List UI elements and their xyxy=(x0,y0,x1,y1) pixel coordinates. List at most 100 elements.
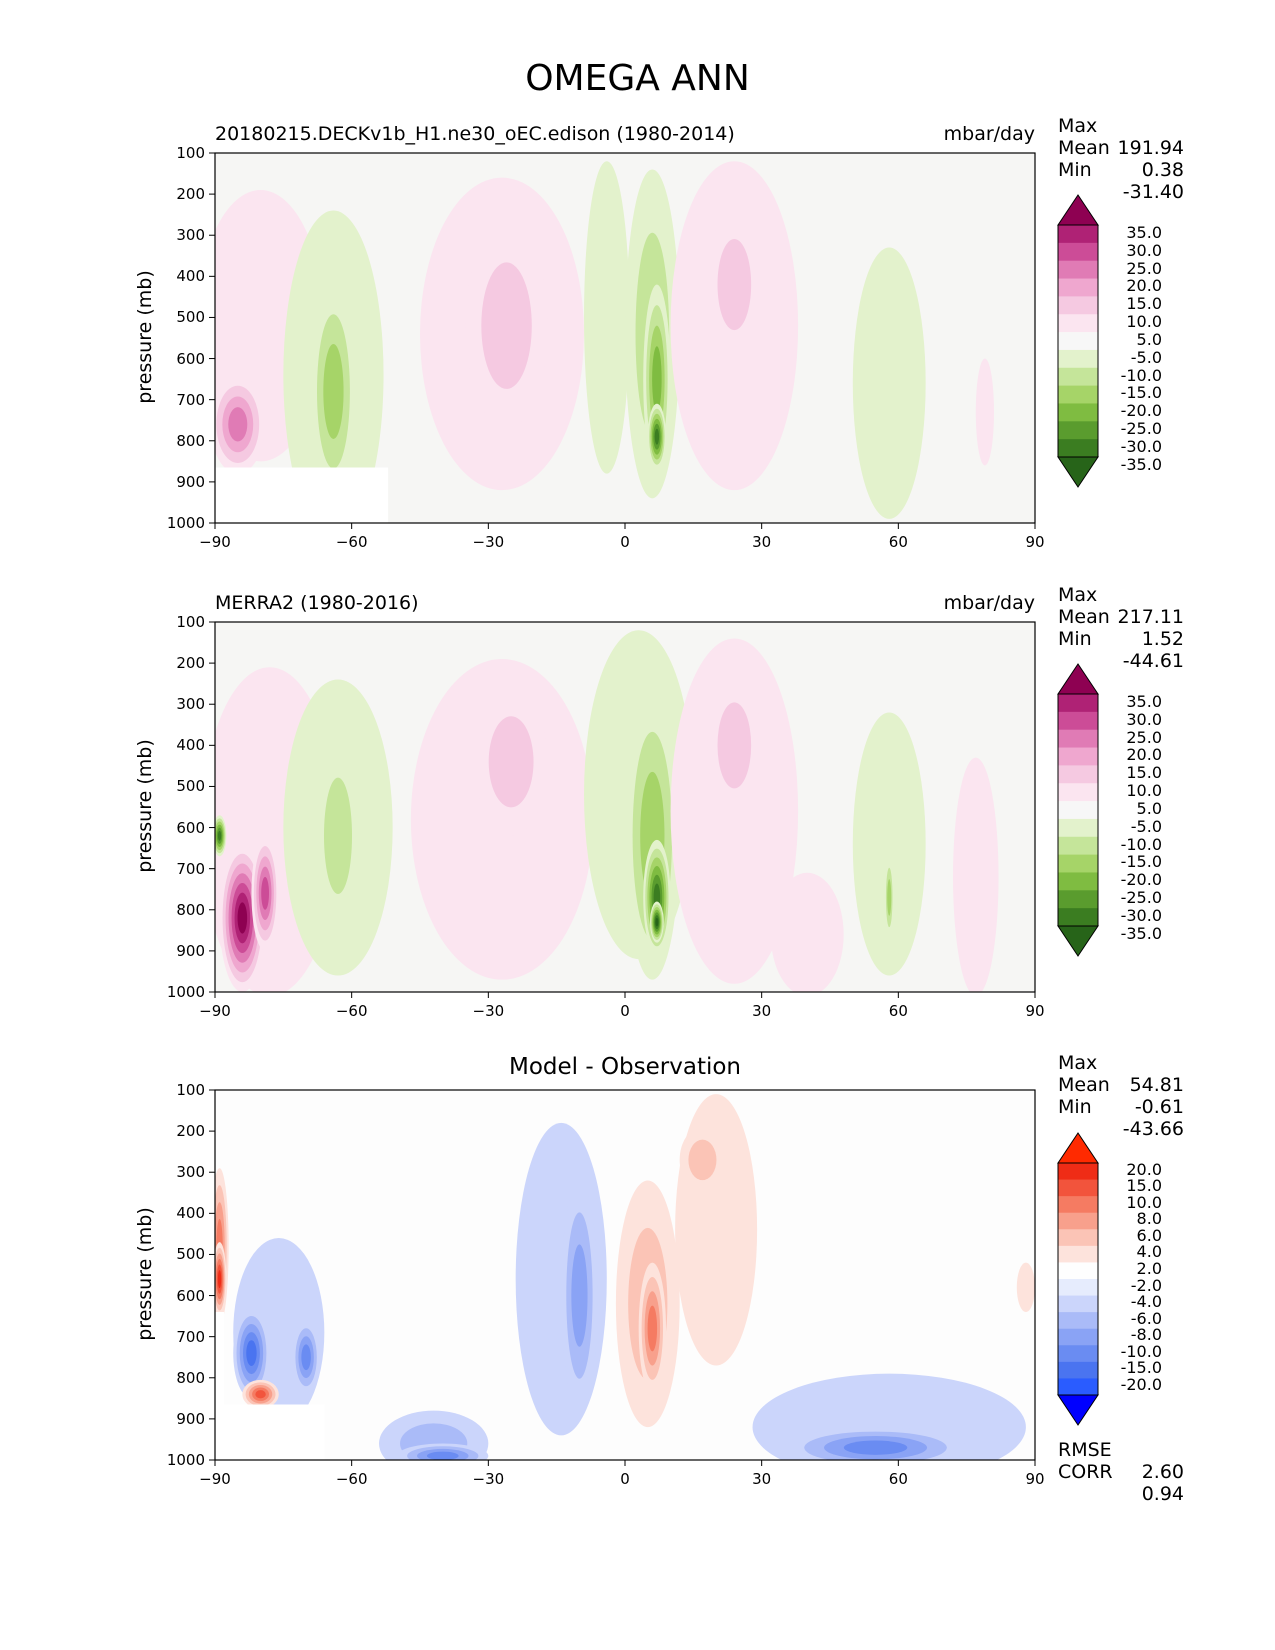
y-tick-label: 300 xyxy=(176,1163,205,1182)
x-tick-label: −60 xyxy=(335,533,368,551)
y-tick-label: 300 xyxy=(176,226,205,245)
stat-mean-label: Mean xyxy=(1058,606,1110,628)
colorbar-tick-label: 15.0 xyxy=(1126,1176,1162,1196)
stat-max-value: 217.11 xyxy=(1117,606,1184,628)
colorbar-tick-label: -20.0 xyxy=(1120,870,1162,890)
stat-mean-label: Mean xyxy=(1058,1074,1110,1096)
y-tick-label: 900 xyxy=(176,1409,205,1428)
x-tick-label: 0 xyxy=(620,533,630,551)
colorbar-frame xyxy=(1057,693,1099,927)
colorbar-tick-label: 25.0 xyxy=(1126,258,1162,278)
colorbar-segment xyxy=(1058,694,1098,713)
contour-observation-14-2 xyxy=(717,702,752,789)
contour-model-12-2 xyxy=(717,239,752,331)
y-tick-label: 300 xyxy=(176,695,205,714)
y-tick-label: 600 xyxy=(176,349,205,368)
colorbar-tick-label: 20.0 xyxy=(1126,1159,1162,1179)
panel-title-left: 20180215.DECKv1b_H1.ne30_oEC.edison (198… xyxy=(215,123,735,145)
units-label: mbar/day xyxy=(943,592,1035,614)
stat-mean-value: 1.52 xyxy=(1141,628,1184,650)
colorbar-tick-label: 30.0 xyxy=(1126,240,1162,260)
y-tick-label: 800 xyxy=(176,431,205,450)
stat-max-value: 191.94 xyxy=(1117,137,1184,159)
colorbar-extend-max xyxy=(1057,194,1099,226)
stat-min: Min -31.40 xyxy=(1058,159,1184,203)
y-tick-label: 400 xyxy=(176,1204,205,1223)
y-tick-label: 700 xyxy=(176,390,205,409)
y-tick-label: 900 xyxy=(176,472,205,491)
colorbar-segment xyxy=(1058,872,1098,891)
colorbar-tick-label: -10.0 xyxy=(1120,365,1162,385)
stat-mean: Mean 0.38 xyxy=(1058,137,1184,181)
stat-corr-value: 0.94 xyxy=(1141,1483,1184,1505)
colorbar-segment xyxy=(1058,801,1098,820)
x-tick-label: 60 xyxy=(888,533,908,551)
colorbar-extend-min xyxy=(1057,925,1099,957)
colorbar-tick-label: -15.0 xyxy=(1120,852,1162,872)
colorbar-tick-label: -30.0 xyxy=(1120,906,1162,925)
contour-difference-3-5 xyxy=(246,1340,257,1367)
colorbar-tick-label: -20.0 xyxy=(1120,1375,1162,1394)
colorbar-tick-label: -4.0 xyxy=(1130,1292,1162,1312)
colorbar-tick-label: -10.0 xyxy=(1120,1341,1162,1361)
stat-min-label: Min xyxy=(1058,159,1092,181)
colorbar-tick-label: -25.0 xyxy=(1120,419,1162,439)
y-tick-label: 600 xyxy=(176,818,205,837)
colorbar-segment xyxy=(1058,1179,1098,1197)
colorbar-tick-label: -8.0 xyxy=(1130,1325,1162,1345)
missing-data-mask-0 xyxy=(215,1404,325,1460)
y-tick-label: 100 xyxy=(176,1081,205,1099)
x-tick-label: 90 xyxy=(1025,533,1045,551)
colorbar-frame xyxy=(1057,224,1099,458)
y-tick-label: 600 xyxy=(176,1286,205,1305)
colorbar-segment xyxy=(1058,1279,1098,1297)
colorbar-tick-label: 35.0 xyxy=(1126,222,1162,242)
y-tick-label: 500 xyxy=(176,1245,205,1264)
colorbar-tick-label: 15.0 xyxy=(1126,763,1162,783)
colorbar-extend-min xyxy=(1057,1394,1099,1426)
contour-difference-13-2 xyxy=(688,1139,717,1181)
panel-title-left: MERRA2 (1980-2016) xyxy=(215,592,419,614)
colorbar-segment xyxy=(1058,439,1098,458)
contour-model-4-3 xyxy=(323,343,344,439)
contour-model-6-2 xyxy=(481,262,532,389)
x-tick-label: 90 xyxy=(1025,1470,1045,1488)
x-tick-label: 0 xyxy=(620,1002,630,1020)
contour-model-13-1 xyxy=(852,247,926,519)
colorbar-segment xyxy=(1058,278,1098,297)
colorbar-tick-label: 10.0 xyxy=(1126,781,1162,801)
contour-observation-4-6 xyxy=(217,830,222,841)
colorbar-tick-label: 30.0 xyxy=(1126,709,1162,729)
contour-observation-18-1 xyxy=(953,757,999,992)
stat-rmse-label: RMSE xyxy=(1058,1439,1112,1461)
stat-max-value: 54.81 xyxy=(1129,1074,1184,1096)
contour-difference-5-5 xyxy=(255,1390,266,1399)
colorbar-segment xyxy=(1058,1163,1098,1181)
x-tick-label: 30 xyxy=(752,533,772,551)
y-tick-label: 1000 xyxy=(166,1451,205,1469)
colorbar-tick-label: 20.0 xyxy=(1126,745,1162,765)
colorbar-tick-label: 6.0 xyxy=(1136,1225,1162,1245)
y-tick-label: 100 xyxy=(176,613,205,631)
colorbar-segment xyxy=(1058,908,1098,927)
stat-max-label: Max xyxy=(1058,1052,1098,1074)
y-tick-label: 500 xyxy=(176,308,205,327)
colorbar-segment xyxy=(1058,1345,1098,1363)
y-tick-label: 200 xyxy=(176,1122,205,1141)
colorbar-segment xyxy=(1058,783,1098,802)
contour-model-2-4 xyxy=(228,407,248,442)
colorbar-segment xyxy=(1058,349,1098,369)
colorbar-segment xyxy=(1058,314,1098,333)
colorbar-tick-label: -35.0 xyxy=(1120,923,1162,943)
colorbar-tick-label: -2.0 xyxy=(1130,1275,1162,1295)
y-tick-label: 400 xyxy=(176,736,205,755)
stat-min-value: -44.61 xyxy=(1122,650,1184,672)
colorbar-tick-label: 2.0 xyxy=(1136,1259,1162,1278)
stat-mean-value: -0.61 xyxy=(1134,1096,1184,1118)
contour-difference-17-1 xyxy=(1016,1262,1035,1313)
colorbar-frame xyxy=(1057,1162,1099,1396)
colorbar-segment xyxy=(1058,260,1098,280)
contour-observation-2-5 xyxy=(261,876,270,910)
y-tick-label: 800 xyxy=(176,900,205,919)
colorbar-segment xyxy=(1058,1212,1098,1230)
